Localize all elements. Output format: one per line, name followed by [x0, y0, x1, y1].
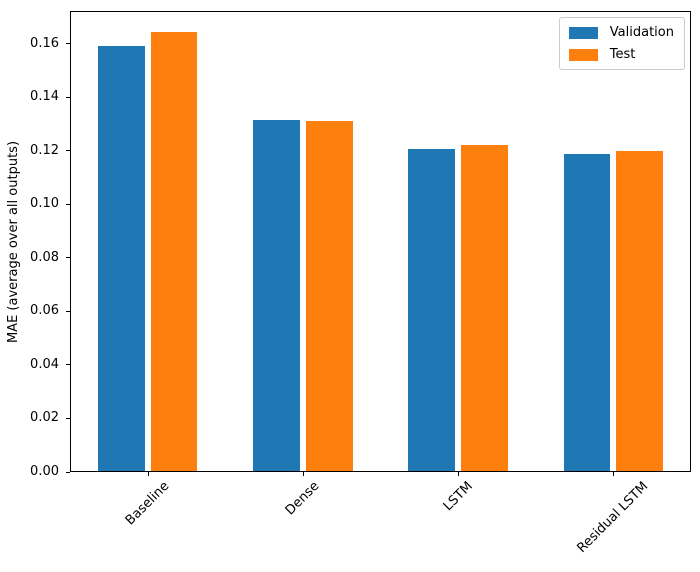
y-tick-mark: [66, 96, 70, 98]
x-tick-label-baseline: Baseline: [122, 478, 173, 529]
legend-label-validation: Validation: [609, 25, 674, 40]
y-axis-label: MAE (average over all outputs): [6, 140, 21, 344]
bar-test-baseline: [150, 31, 198, 471]
legend-item-test: Test: [568, 47, 674, 62]
y-tick-mark: [66, 417, 70, 419]
x-tick-mark: [458, 472, 460, 476]
validation-swatch: [568, 26, 598, 39]
plot-area: Validation Test: [70, 11, 691, 472]
y-tick-mark: [66, 471, 70, 473]
y-tick-mark: [66, 43, 70, 45]
bar-test-residual-lstm: [616, 151, 664, 471]
x-tick-mark: [147, 472, 149, 476]
x-tick-mark: [302, 472, 304, 476]
bar-validation-lstm: [408, 149, 455, 471]
y-tick-label: 0.02: [30, 410, 59, 426]
x-tick-mark: [613, 472, 615, 476]
x-tick-label-residual-lstm: Residual LSTM: [574, 479, 652, 556]
y-tick-label: 0.00: [30, 464, 59, 479]
test-swatch: [568, 48, 598, 61]
y-tick-label: 0.10: [30, 196, 59, 212]
y-tick-mark: [66, 310, 70, 312]
bar-validation-residual-lstm: [563, 154, 611, 471]
y-tick-mark: [66, 364, 70, 366]
bar-test-dense: [305, 121, 353, 471]
bar-validation-dense: [253, 120, 300, 471]
bar-validation-baseline: [97, 45, 145, 471]
legend: Validation Test: [558, 17, 685, 70]
y-tick-label: 0.06: [30, 303, 59, 319]
y-tick-label: 0.08: [30, 249, 59, 265]
y-tick-label: 0.14: [30, 89, 59, 105]
x-tick-label-dense: Dense: [283, 478, 323, 519]
x-tick-label-lstm: LSTM: [440, 479, 476, 515]
y-tick-mark: [66, 150, 70, 152]
y-tick-mark: [66, 257, 70, 259]
y-tick-label: 0.16: [30, 35, 59, 51]
y-tick-label: 0.12: [30, 142, 59, 158]
bar-test-lstm: [461, 145, 508, 471]
legend-item-validation: Validation: [568, 25, 674, 40]
y-tick-label: 0.04: [30, 356, 59, 372]
y-tick-mark: [66, 203, 70, 205]
legend-label-test: Test: [609, 47, 636, 62]
